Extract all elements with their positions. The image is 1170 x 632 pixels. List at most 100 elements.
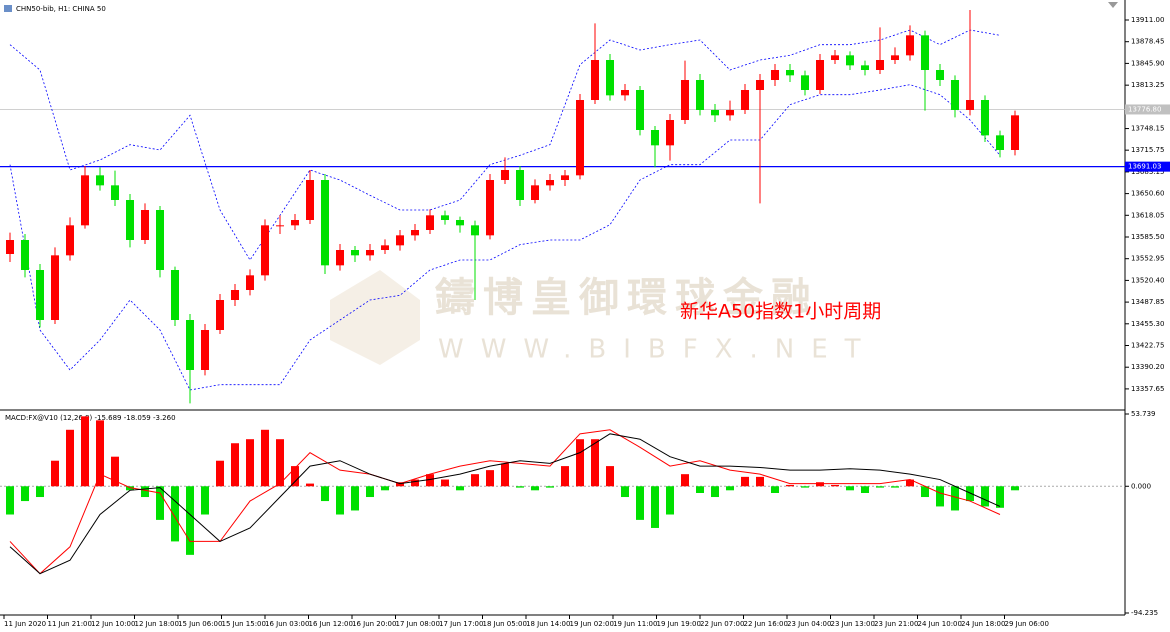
macd-bar <box>516 486 524 488</box>
candle-body <box>621 90 629 96</box>
candle-body <box>546 180 554 186</box>
macd-label: MACD:FX@V10 (12,26,9) -15.689 -18.059 -3… <box>5 414 176 422</box>
macd-bar <box>111 456 119 487</box>
level-label-bg <box>1125 104 1170 115</box>
y-tick-label: 13878.45 <box>1131 38 1164 46</box>
y-tick-label: 13487.85 <box>1131 298 1164 306</box>
y-tick-label: 13552.95 <box>1131 255 1164 263</box>
x-tick-label: 18 Jun 14:00 <box>526 620 570 628</box>
x-tick-label: 19 Jun 19:00 <box>657 620 701 628</box>
macd-pane <box>0 416 1125 575</box>
candle-body <box>936 70 944 80</box>
level-label-bg <box>1125 161 1170 172</box>
candle-body <box>471 225 479 236</box>
level-label: 13776.80 <box>1128 105 1161 113</box>
candle-body <box>501 170 509 180</box>
x-tick-label: 12 Jun 18:00 <box>135 620 179 628</box>
x-tick-label: 22 Jun 16:00 <box>744 620 788 628</box>
x-tick-label: 15 Jun 15:00 <box>222 620 266 628</box>
macd-bar <box>36 486 44 498</box>
macd-bar <box>216 460 224 487</box>
y-tick-label: 13683.15 <box>1131 168 1164 176</box>
candle-body <box>96 175 104 186</box>
candle-body <box>696 80 704 110</box>
candle-body <box>381 245 389 250</box>
macd-bar <box>801 486 809 488</box>
macd-bar <box>1011 486 1019 491</box>
macd-bar <box>921 486 929 498</box>
macd-bar <box>366 486 374 498</box>
y-tick-label: 13455.30 <box>1131 320 1164 328</box>
candle-body <box>291 220 299 226</box>
x-tick-label: 22 Jun 07:00 <box>700 620 744 628</box>
macd-bar <box>96 420 104 487</box>
candle-body <box>786 70 794 76</box>
macd-bar <box>906 479 914 487</box>
macd-bar <box>396 482 404 487</box>
y-tick-label: 13813.25 <box>1131 81 1164 89</box>
macd-line <box>9 429 1001 575</box>
watermark: WWW.BIBFX.NET <box>438 335 878 365</box>
macd-bar <box>621 486 629 498</box>
candle-body <box>51 255 59 320</box>
x-tick-label: 19 Jun 11:00 <box>613 620 657 628</box>
macd-bar <box>411 479 419 487</box>
macd-bar <box>141 486 149 498</box>
candle-body <box>306 180 314 220</box>
watermark: 鑄博皇御環球金融 <box>434 275 819 321</box>
candle-body <box>486 180 494 236</box>
candle-body <box>336 250 344 266</box>
candle-body <box>321 180 329 266</box>
macd-bar <box>456 486 464 491</box>
macd-bar <box>696 486 704 493</box>
macd-bar <box>66 429 74 487</box>
y-tick-label: 13585.50 <box>1131 233 1164 241</box>
candle-body <box>141 210 149 240</box>
macd-bar <box>471 474 479 487</box>
macd-bar <box>336 486 344 515</box>
candle-body <box>276 225 284 227</box>
candle-body <box>456 220 464 226</box>
candle-body <box>156 210 164 270</box>
candle-body <box>606 60 614 96</box>
macd-bar <box>786 484 794 487</box>
candle-body <box>246 275 254 290</box>
x-tick-label: 23 Jun 13:00 <box>831 620 875 628</box>
candle-body <box>66 225 74 256</box>
macd-bar <box>186 486 194 555</box>
macd-bar <box>816 482 824 487</box>
y-tick-label: 13520.40 <box>1131 276 1164 284</box>
macd-bar <box>681 474 689 487</box>
macd-bar <box>126 486 134 491</box>
candle-body <box>6 240 14 254</box>
macd-bar <box>591 439 599 487</box>
price-pane <box>0 10 1125 404</box>
annotation: 新华A50指数1小时周期 <box>680 301 881 323</box>
macd-bar <box>261 429 269 487</box>
x-tick-label: 23 Jun 21:00 <box>874 620 918 628</box>
candle-body <box>21 240 29 270</box>
x-tick-label: 11 Jun 21:00 <box>48 620 92 628</box>
x-tick-label: 17 Jun 08:00 <box>396 620 440 628</box>
candle-body <box>576 100 584 176</box>
candle-body <box>111 185 119 200</box>
chart-title: CHN50-bib, H1: CHINA 50 <box>16 5 106 13</box>
macd-bar <box>51 460 59 487</box>
x-tick-label: 15 Jun 06:00 <box>178 620 222 628</box>
candle-body <box>981 100 989 136</box>
y-tick-label: 13911.00 <box>1131 16 1164 24</box>
macd-tick-label: 53.739 <box>1131 410 1156 418</box>
x-tick-label: 19 Jun 02:00 <box>570 620 614 628</box>
macd-bar <box>711 486 719 498</box>
candle-body <box>951 80 959 110</box>
candle-body <box>891 55 899 60</box>
x-tick-label: 23 Jun 04:00 <box>787 620 831 628</box>
y-tick-label: 13715.75 <box>1131 146 1164 154</box>
candle-body <box>171 270 179 320</box>
macd-bar <box>351 486 359 511</box>
macd-bar <box>651 486 659 528</box>
macd-bar <box>771 486 779 493</box>
candle-body <box>126 200 134 240</box>
macd-bar <box>891 486 899 488</box>
y-tick-label: 13748.15 <box>1131 125 1164 133</box>
